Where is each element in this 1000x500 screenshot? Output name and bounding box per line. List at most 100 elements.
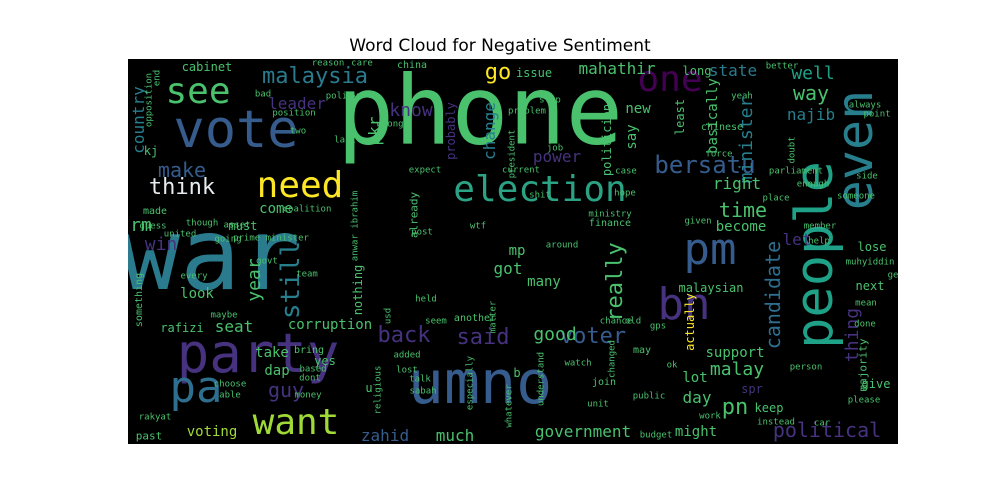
word-understand: understand [536,351,547,407]
word-something: something [134,272,145,328]
word-shit: shit [529,190,551,201]
word-last: last [334,135,356,146]
word-bn: bn [657,279,711,330]
word-post: post [411,227,433,238]
word-coalition: coalition [282,204,332,215]
word-nothing: nothing [351,264,365,316]
word-umno: umno [407,348,553,418]
word-got: got [493,259,523,278]
word-case: case [615,166,637,177]
chart-title: Word Cloud for Negative Sentiment [349,36,651,56]
word-probably: probably [444,102,458,160]
word-say: say [624,124,640,150]
word-religious: religious [373,365,384,415]
word-still: still [276,240,306,320]
word-keep: keep [754,401,784,415]
word-care: care [351,59,373,69]
word-mahathir: mahathir [578,59,656,78]
word-change: change [480,102,499,160]
word-take: take [255,345,289,361]
word-help: help [808,236,830,247]
word-anwar-ibrahim: anwar ibrahim [350,190,361,262]
word-said: said [456,325,510,350]
word-position: position [272,108,316,119]
word-end: end [152,69,163,87]
word-maybe: maybe [210,310,238,321]
word-president: president [507,129,518,179]
word-long: long [682,64,712,78]
word-money: money [294,390,322,401]
word-choose: choose [213,379,247,390]
word-may: may [632,345,652,356]
word-please: please [847,395,881,406]
word-pm: pm [683,224,737,275]
word-lost: lost [396,365,418,376]
word-instead: instead [757,417,795,428]
word-pa: pa [169,362,223,413]
word-budget: budget [639,430,673,441]
word-one: one [637,59,703,100]
word-expect: expect [408,165,442,176]
word-seat: seat [214,317,254,336]
word-next: next [855,279,885,293]
word-done: done [854,319,876,330]
word-guy: guy [267,378,305,402]
word-old: old [624,316,642,327]
word-know: know [389,100,433,121]
word-another: another [453,313,497,324]
word-going: going [214,234,242,245]
word-cloud: anwarphonepeopleumnopartyvoteevenelectio… [128,59,898,444]
word-yeah: yeah [731,91,753,102]
word-new: new [625,101,651,117]
word-talk: talk [409,374,431,385]
word-every: every [180,271,208,282]
word-chinese: chinese [700,122,744,133]
word-side: side [856,171,878,182]
word-vote: vote [173,100,299,160]
word-leader: leader [268,94,326,113]
word-majority: majority [856,338,870,392]
word-basically: basically [705,78,721,154]
word-government: government [534,422,632,441]
word-many: many [527,274,561,290]
word-election: election [453,169,627,210]
word-someone: someone [837,191,875,202]
word-support: support [705,345,765,361]
word-ok: ok [666,360,678,371]
word-make: make [157,158,207,182]
word-car: car [813,418,831,429]
word-policy: policy [325,91,359,102]
word-well: well [791,63,835,84]
word-voting: voting [186,424,238,440]
word-political: political [772,418,882,442]
word-time: time [718,198,768,222]
word-mean: mean [855,298,877,309]
word-malaysia: malaysia [262,64,368,89]
word-win: win [144,234,178,255]
word-lot: lot [682,370,708,386]
word-let: let [782,230,812,249]
word-u: u [365,381,373,395]
word-corruption: corruption [287,317,373,333]
word-malaysian: malaysian [678,281,744,295]
word-force: force [705,149,733,160]
word-voter: voter [559,324,627,349]
word-bersatu: bersatu [654,151,756,179]
word-kj: kj [143,144,159,158]
word-asset: asset [223,220,251,231]
word-good: good [533,324,577,345]
word-much: much [435,426,475,444]
word-look: look [180,286,214,302]
word-sabah: sabah [409,386,437,397]
word-problem: problem [508,106,546,117]
word-job: job [546,143,564,154]
word-past: past [135,429,163,443]
word-actually: actually [683,293,697,351]
word-politician: politician [600,103,614,177]
word-around: around [545,240,579,251]
word-stop: stop [539,95,561,106]
word-b: b [513,366,521,380]
word-usd: usd [383,307,394,325]
word-especially: especially [465,355,476,411]
word-really: really [603,242,628,322]
